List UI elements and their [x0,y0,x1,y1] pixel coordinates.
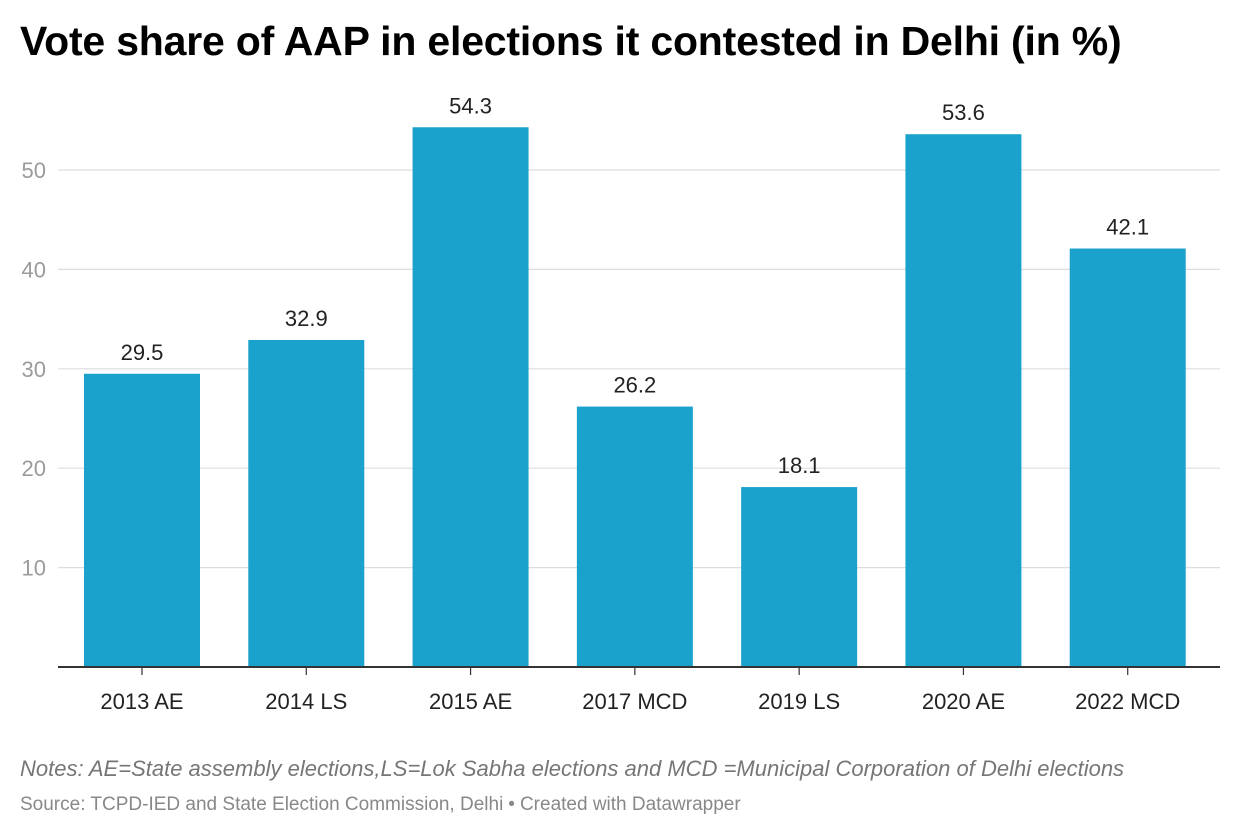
source-credit: Created with Datawrapper [519,794,741,815]
bar [412,127,529,668]
chart-notes: Notes: AE=State assembly elections,LS=Lo… [20,756,1125,781]
source-separator: • [508,794,515,815]
value-label: 18.1 [778,453,821,478]
x-tick-label: 2022 MCD [1075,689,1180,714]
x-tick-label: 2013 AE [100,689,183,714]
x-axis-labels: 2013 AE 2014 LS 2015 AE 2017 MCD 2019 LS 2020… [100,689,1180,714]
x-tick-label: 2015 AE [429,689,512,714]
source-label: Source: TCPD-IED and State Election Comm… [20,794,504,815]
value-label: 42.1 [1106,215,1149,240]
bar [576,406,693,667]
chart-source: Source: TCPD-IED and State Election Comm… [20,794,741,816]
bar [1069,248,1186,667]
value-labels: 29.5 32.9 54.3 26.2 18.1 53.6 42.1 [121,93,1150,478]
chart-title: Vote share of AAP in elections it contes… [20,18,1122,64]
value-label: 53.6 [942,100,985,125]
x-tick-label: 2020 AE [922,689,1005,714]
x-tick-label: 2017 MCD [582,689,687,714]
x-axis [58,666,1220,675]
value-label: 32.9 [285,306,328,331]
y-axis-ticks: 10 20 30 40 50 [22,158,46,581]
bar [84,373,200,667]
x-tick-label: 2019 LS [758,689,840,714]
y-tick-label: 10 [22,556,46,581]
y-tick-label: 30 [22,357,46,382]
bar [741,487,858,667]
bars [84,127,1186,668]
value-label: 54.3 [449,93,492,118]
value-label: 29.5 [121,340,164,365]
y-tick-label: 40 [22,257,46,282]
bar [905,134,1022,667]
y-tick-label: 20 [22,456,46,481]
y-tick-label: 50 [22,158,46,183]
value-label: 26.2 [613,373,656,398]
x-tick-label: 2014 LS [265,689,347,714]
bar [248,339,365,667]
